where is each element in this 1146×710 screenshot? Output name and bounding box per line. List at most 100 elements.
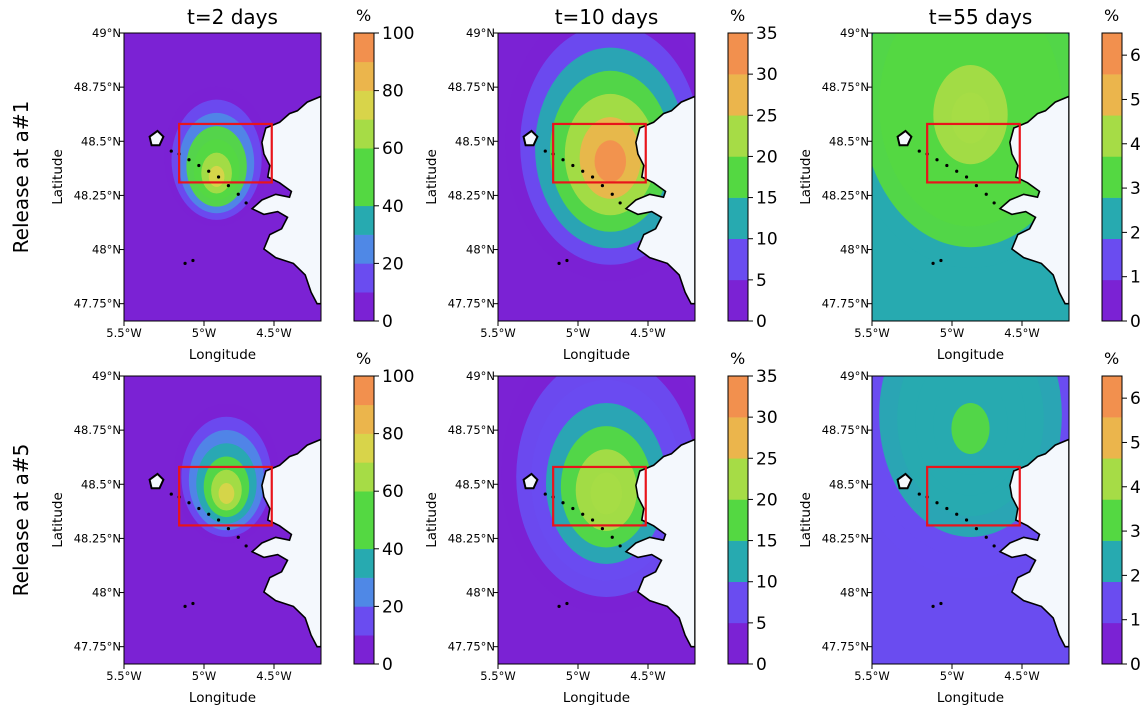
colorbar-level bbox=[728, 376, 748, 418]
colorbar-level bbox=[354, 606, 374, 636]
map-panel: 47.75°N 48°N 48.25°N 48.5°N 48.75°N 49°N 5.5°W… bbox=[50, 369, 322, 706]
colorbar-tick-label: 40 bbox=[382, 197, 404, 217]
x-axis-label: Longitude bbox=[937, 347, 1004, 363]
concentration-contour bbox=[590, 472, 623, 515]
rock-islet bbox=[216, 518, 221, 522]
concentration-contour bbox=[208, 165, 225, 187]
y-tick-label: 48.75°N bbox=[822, 80, 869, 94]
colorbar-tick-label: 5 bbox=[756, 614, 767, 634]
x-axis-label: Longitude bbox=[563, 347, 630, 363]
rock-islet bbox=[955, 169, 959, 173]
colorbar-tick-label: 3 bbox=[1130, 522, 1141, 542]
colorbar-tick-label: 25 bbox=[756, 106, 778, 126]
rock-islet bbox=[939, 258, 943, 263]
y-tick-label: 48.25°N bbox=[448, 188, 495, 202]
x-tick-label: 5.5°W bbox=[106, 669, 141, 683]
rock-islet bbox=[197, 163, 201, 168]
x-tick-label: 5.5°W bbox=[106, 326, 141, 340]
map-panel: 47.75°N 48°N 48.25°N 48.5°N 48.75°N 49°N 5.5°W… bbox=[424, 5, 696, 363]
x-tick-label: 4.5°W bbox=[256, 669, 291, 683]
colorbar-frame bbox=[1101, 375, 1123, 665]
concentration-field bbox=[498, 376, 695, 664]
colorbar-level bbox=[728, 238, 748, 281]
concentration-contour bbox=[594, 140, 627, 183]
x-tick-label: 5.5°W bbox=[480, 326, 515, 340]
y-tick-label: 49°N bbox=[466, 26, 495, 40]
colorbar-level bbox=[354, 263, 374, 293]
x-tick-label: 5.5°W bbox=[854, 669, 889, 683]
colorbar-unit: % bbox=[356, 6, 371, 25]
colorbar-tick-label: 15 bbox=[756, 189, 778, 209]
land-brittany bbox=[250, 95, 321, 305]
rock-islet bbox=[610, 192, 614, 196]
colorbar-tick-label: 60 bbox=[382, 139, 404, 159]
rock-islet bbox=[244, 201, 248, 205]
colorbar-tick-label: 60 bbox=[382, 482, 404, 502]
release-box bbox=[178, 122, 273, 184]
rock-islet bbox=[207, 512, 211, 516]
colorbar-unit: % bbox=[356, 349, 371, 368]
colorbar-tick-label: 2 bbox=[1130, 566, 1141, 586]
rock-islet bbox=[610, 535, 614, 539]
y-axis-label: Latitude bbox=[424, 149, 440, 205]
rock-islet bbox=[955, 512, 959, 516]
rock-islet bbox=[945, 506, 949, 511]
axes-frame bbox=[871, 375, 1070, 665]
colorbar-level bbox=[728, 581, 748, 624]
rock-islet bbox=[935, 501, 939, 505]
colorbar-level bbox=[728, 33, 748, 75]
colorbar-tick-label: 1 bbox=[1130, 611, 1141, 631]
rock-islet bbox=[581, 512, 585, 516]
colorbar-level bbox=[728, 197, 748, 240]
y-tick-label: 48.25°N bbox=[74, 531, 121, 545]
island-ushant bbox=[522, 472, 539, 490]
x-axis-label: Longitude bbox=[563, 690, 630, 706]
colorbar-level bbox=[354, 491, 374, 521]
row-title: Release at a#5 bbox=[9, 444, 33, 597]
y-tick-label: 47.75°N bbox=[74, 297, 121, 311]
rock-islet bbox=[226, 184, 231, 188]
y-tick-label: 48.25°N bbox=[74, 188, 121, 202]
colorbar-level bbox=[728, 458, 748, 500]
colorbar-level bbox=[1102, 156, 1122, 198]
rock-islet bbox=[183, 604, 187, 609]
colorbar-level bbox=[728, 499, 748, 541]
colorbar-unit: % bbox=[730, 349, 745, 368]
land-brittany bbox=[250, 438, 321, 648]
rock-islet bbox=[974, 527, 979, 531]
rock-islet bbox=[917, 149, 921, 153]
colorbar-level bbox=[1102, 540, 1122, 583]
y-tick-label: 49°N bbox=[92, 369, 121, 383]
axes-frame bbox=[497, 32, 696, 322]
concentration-field bbox=[872, 33, 1069, 321]
colorbar-tick-label: 20 bbox=[382, 254, 404, 274]
colorbar-level bbox=[1102, 238, 1122, 281]
colorbar-tick-label: 5 bbox=[1130, 433, 1141, 453]
y-tick-label: 48°N bbox=[840, 586, 869, 600]
colorbar-level bbox=[354, 635, 374, 665]
rock-islet bbox=[935, 158, 939, 162]
rock-islet bbox=[931, 261, 935, 265]
colorbar-level bbox=[354, 376, 374, 406]
colorbar: 0 1 2 3 4 5 6% bbox=[1101, 349, 1141, 675]
rock-islet bbox=[236, 192, 240, 196]
rock-islet bbox=[543, 149, 547, 153]
map-panel: 47.75°N 48°N 48.25°N 48.5°N 48.75°N 49°N 5.5°W… bbox=[798, 369, 1070, 706]
colorbar-tick-label: 0 bbox=[382, 655, 393, 675]
colorbar-level bbox=[728, 115, 748, 157]
colorbar-level bbox=[728, 622, 748, 665]
rock-islet bbox=[984, 535, 988, 539]
colorbar-tick-label: 0 bbox=[756, 655, 767, 675]
concentration-field bbox=[124, 33, 321, 321]
y-tick-label: 48.5°N bbox=[455, 477, 495, 491]
x-tick-label: 4.5°W bbox=[630, 326, 665, 340]
concentration-field bbox=[498, 33, 695, 321]
colorbar-level bbox=[354, 234, 374, 264]
island-ushant bbox=[522, 129, 539, 147]
colorbar-level bbox=[354, 292, 374, 322]
y-tick-label: 48.5°N bbox=[81, 477, 121, 491]
concentration-contour bbox=[218, 482, 235, 504]
colorbar-unit: % bbox=[1104, 349, 1119, 368]
colorbar-frame bbox=[727, 32, 749, 322]
colorbar: 0 5 10 15 20 25 30 35% bbox=[727, 6, 778, 332]
